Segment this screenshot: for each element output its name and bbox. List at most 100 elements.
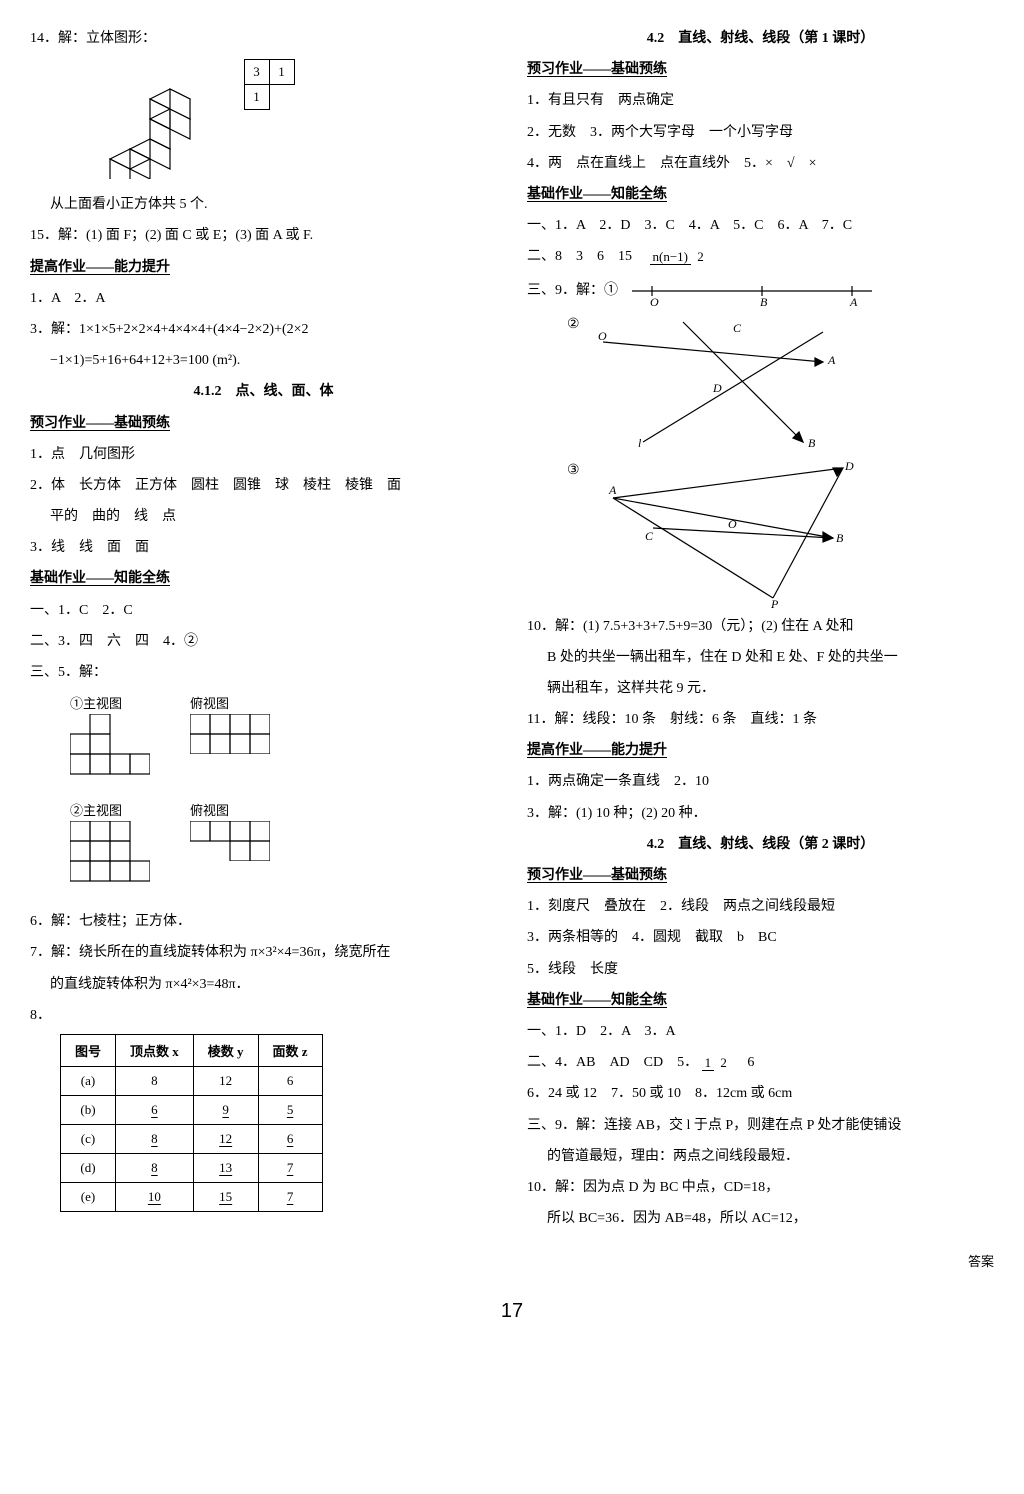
section-42-2: 4.2 直线、射线、线段（第 2 课时） <box>527 832 994 857</box>
td: 7 <box>258 1182 322 1211</box>
circ2: ② O C A D B l <box>527 312 994 452</box>
rp1: 1．有且只有 两点确定 <box>527 88 994 113</box>
q15: 15．解：(1) 面 F；(2) 面 C 或 E；(3) 面 A 或 F. <box>30 223 497 248</box>
rc1: 一、1．D 2．A 3．A <box>527 1019 994 1044</box>
label-O2: O <box>598 329 607 343</box>
td: 8 <box>116 1124 194 1153</box>
cell: 3 <box>244 60 269 85</box>
label-l2: l <box>638 436 642 450</box>
rc2: 二、4．AB AD CD 5． 1 2 6 <box>527 1050 994 1075</box>
view1-top-grid <box>190 714 270 754</box>
th: 顶点数 x <box>116 1034 194 1066</box>
th: 图号 <box>61 1034 116 1066</box>
rc6: 6．24 或 12 7．50 或 10 8．12cm 或 6cm <box>527 1081 994 1106</box>
rc9b: 的管道最短，理由：两点之间线段最短． <box>527 1144 994 1169</box>
label-B2: B <box>808 436 816 450</box>
diagram-2: O C A D B l <box>583 312 843 452</box>
rb3: 三、9．解：① O B A <box>527 276 994 306</box>
heading-preview2: 预习作业——基础预练 <box>527 57 994 82</box>
prev-2b: 平的 曲的 线 点 <box>30 504 497 529</box>
label-C3: C <box>645 529 654 543</box>
q14-label: 14．解：立体图形： <box>30 26 497 51</box>
heading-basic3: 基础作业——知能全练 <box>527 988 994 1013</box>
section-42-1: 4.2 直线、射线、线段（第 1 课时） <box>527 26 994 51</box>
td: 6 <box>258 1124 322 1153</box>
label-D2: D <box>712 381 722 395</box>
td: (c) <box>61 1124 116 1153</box>
cell: 1 <box>244 85 269 110</box>
th: 棱数 y <box>193 1034 258 1066</box>
frac-den: 2 <box>694 249 707 264</box>
td: (b) <box>61 1095 116 1124</box>
label-O: O <box>650 295 659 306</box>
rp2: 2．无数 3．两个大写字母 一个小写字母 <box>527 120 994 145</box>
label-D3: D <box>844 459 854 473</box>
r10c: 辆出租车，这样共花 9 元． <box>527 676 994 701</box>
fraction2: 1 2 <box>702 1056 730 1070</box>
view2-top-label: 俯视图 <box>190 800 270 819</box>
view2-top-grid <box>190 821 270 861</box>
rp4: 4．两 点在直线上 点在直线外 5．× √ × <box>527 151 994 176</box>
prev-2: 2．体 长方体 正方体 圆柱 圆锥 球 棱柱 棱锥 面 <box>30 473 497 498</box>
view1-top-label: 俯视图 <box>190 693 270 712</box>
td: 12 <box>193 1124 258 1153</box>
rc9: 三、9．解：连接 AB，交 l 于点 P，则建在点 P 处才能使铺设 <box>527 1113 994 1138</box>
td: (d) <box>61 1153 116 1182</box>
label-C2: C <box>733 321 742 335</box>
label-O3: O <box>728 517 737 531</box>
rc10b: 所以 BC=36．因为 AB=48，所以 AC=12， <box>527 1206 994 1231</box>
heading-advance: 提高作业——能力提升 <box>30 255 497 280</box>
td: 10 <box>116 1182 194 1211</box>
small-grid-table: 31 1 <box>244 59 295 110</box>
diagram-1: O B A <box>622 276 882 306</box>
q7b: 的直线旋转体积为 π×4²×3=48π． <box>30 972 497 997</box>
td: 6 <box>258 1066 322 1095</box>
q6: 6．解：七棱柱；正方体． <box>30 909 497 934</box>
circ3-label: ③ <box>567 463 580 478</box>
basic-2: 二、3．四 六 四 4．② <box>30 629 497 654</box>
rq1: 1．刻度尺 叠放在 2．线段 两点之间线段最短 <box>527 894 994 919</box>
frac-num: n(n−1) <box>650 249 692 265</box>
td: 9 <box>193 1095 258 1124</box>
heading-advance2: 提高作业——能力提升 <box>527 738 994 763</box>
cell-empty <box>269 85 294 110</box>
td: 15 <box>193 1182 258 1211</box>
adv-3: 3．解：1×1×5+2×2×4+4×4×4+(4×4−2×2)+(2×2 <box>30 317 497 342</box>
fraction: n(n−1) 2 <box>650 250 707 264</box>
td: 12 <box>193 1066 258 1095</box>
td: (a) <box>61 1066 116 1095</box>
circ3: ③ A D C O B P <box>527 458 994 608</box>
basic-1: 一、1．C 2．C <box>30 598 497 623</box>
r11: 11．解：线段：10 条 射线：6 条 直线：1 条 <box>527 707 994 732</box>
td: 7 <box>258 1153 322 1182</box>
frac-den2: 2 <box>717 1055 730 1070</box>
cell: 1 <box>269 60 294 85</box>
basic-3: 三、5．解： <box>30 660 497 685</box>
td: (e) <box>61 1182 116 1211</box>
circ2-label: ② <box>567 317 580 332</box>
rb1: 一、1．A 2．D 3．C 4．A 5．C 6．A 7．C <box>527 213 994 238</box>
q7: 7．解：绕长所在的直线旋转体积为 π×3²×4=36π，绕宽所在 <box>30 940 497 965</box>
q8: 8． <box>30 1003 497 1028</box>
adv-3b: −1×1)=5+16+64+12+3=100 (m²). <box>30 348 497 373</box>
heading-preview: 预习作业——基础预练 <box>30 411 497 436</box>
view1-main-label: ①主视图 <box>70 693 150 712</box>
frac-num2: 1 <box>702 1055 715 1071</box>
q14-text: 从上面看小正方体共 5 个. <box>30 192 497 217</box>
td: 8 <box>116 1066 194 1095</box>
view2-main-grid <box>70 821 150 901</box>
r10b: B 处的共坐一辆出租车，住在 D 处和 E 处、F 处的共坐一 <box>527 645 994 670</box>
rb2a: 二、8 3 6 15 <box>527 249 646 264</box>
rq3: 3．两条相等的 4．圆规 截取 b BC <box>527 925 994 950</box>
adv-1: 1．A 2．A <box>30 286 497 311</box>
page-number: 17 <box>30 1300 994 1323</box>
rc2a: 二、4．AB AD CD 5． <box>527 1055 698 1070</box>
label-A: A <box>849 295 858 306</box>
cube-figure: 31 1 <box>90 59 497 184</box>
rc2b: 6 <box>733 1055 754 1070</box>
rb2: 二、8 3 6 15 n(n−1) 2 <box>527 244 994 269</box>
rt3: 3．解：(1) 10 种；(2) 20 种． <box>527 801 994 826</box>
isometric-cubes <box>90 59 210 179</box>
label-B3: B <box>836 531 844 545</box>
td: 5 <box>258 1095 322 1124</box>
